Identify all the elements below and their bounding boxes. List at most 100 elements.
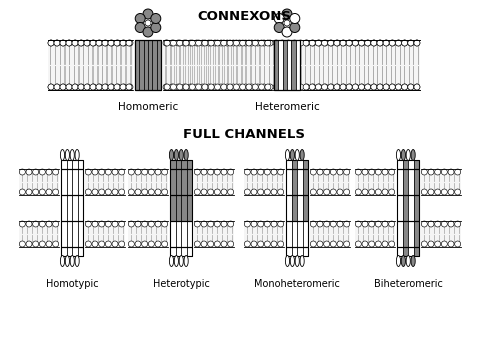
Circle shape: [285, 40, 291, 46]
Circle shape: [109, 84, 115, 90]
Ellipse shape: [75, 256, 79, 266]
Circle shape: [355, 221, 361, 227]
Circle shape: [120, 40, 126, 46]
Ellipse shape: [174, 256, 179, 266]
Circle shape: [375, 221, 381, 227]
Circle shape: [48, 40, 54, 46]
Circle shape: [85, 189, 91, 195]
Circle shape: [196, 40, 202, 46]
Circle shape: [228, 221, 234, 227]
Circle shape: [377, 40, 383, 46]
Circle shape: [212, 84, 218, 90]
Circle shape: [177, 40, 183, 46]
Circle shape: [330, 221, 336, 227]
Circle shape: [26, 169, 32, 175]
Circle shape: [128, 169, 134, 175]
Circle shape: [128, 241, 134, 247]
Bar: [61, 221, 83, 247]
Circle shape: [396, 40, 402, 46]
Circle shape: [54, 84, 60, 90]
Bar: [48, 40, 132, 90]
Ellipse shape: [174, 150, 179, 160]
Circle shape: [53, 241, 59, 247]
Circle shape: [414, 40, 420, 46]
Circle shape: [375, 169, 381, 175]
Circle shape: [273, 40, 279, 46]
Circle shape: [33, 221, 39, 227]
Ellipse shape: [295, 150, 299, 160]
Bar: [278, 40, 283, 90]
Bar: [303, 195, 308, 221]
Circle shape: [271, 169, 277, 175]
Circle shape: [334, 40, 341, 46]
Circle shape: [298, 40, 304, 46]
Circle shape: [448, 221, 454, 227]
Bar: [61, 247, 66, 256]
Circle shape: [246, 40, 252, 46]
Circle shape: [377, 40, 383, 46]
Circle shape: [155, 169, 161, 175]
Circle shape: [414, 40, 420, 46]
Bar: [66, 169, 72, 195]
Circle shape: [309, 84, 315, 90]
Circle shape: [208, 221, 214, 227]
Ellipse shape: [179, 256, 183, 266]
Bar: [128, 169, 168, 195]
Bar: [128, 221, 168, 247]
Circle shape: [121, 40, 127, 46]
Circle shape: [421, 189, 427, 195]
Circle shape: [99, 241, 104, 247]
Circle shape: [282, 27, 292, 37]
Circle shape: [135, 241, 141, 247]
Circle shape: [278, 221, 284, 227]
Bar: [403, 247, 408, 256]
Circle shape: [244, 221, 250, 227]
Circle shape: [328, 40, 334, 46]
Circle shape: [102, 84, 109, 90]
Circle shape: [271, 221, 277, 227]
Circle shape: [264, 221, 270, 227]
Bar: [170, 169, 192, 195]
Circle shape: [264, 189, 270, 195]
Circle shape: [328, 84, 334, 90]
Circle shape: [163, 40, 169, 46]
Bar: [286, 160, 308, 169]
Bar: [19, 221, 59, 247]
Bar: [140, 40, 143, 90]
Bar: [303, 160, 308, 169]
Circle shape: [105, 221, 111, 227]
Bar: [297, 221, 303, 247]
Bar: [310, 221, 350, 247]
Circle shape: [310, 40, 316, 46]
Circle shape: [322, 84, 328, 90]
Circle shape: [344, 221, 350, 227]
Circle shape: [162, 221, 168, 227]
Bar: [274, 40, 300, 90]
Ellipse shape: [396, 150, 401, 160]
Bar: [170, 221, 192, 247]
Circle shape: [303, 40, 309, 46]
Circle shape: [324, 241, 330, 247]
Circle shape: [382, 169, 388, 175]
Circle shape: [114, 40, 120, 46]
Circle shape: [243, 84, 248, 90]
Bar: [78, 169, 83, 195]
Circle shape: [341, 40, 346, 46]
Circle shape: [84, 84, 90, 90]
Ellipse shape: [290, 150, 294, 160]
Circle shape: [455, 241, 461, 247]
Circle shape: [441, 189, 447, 195]
Ellipse shape: [411, 150, 415, 160]
Circle shape: [337, 189, 343, 195]
Circle shape: [26, 221, 32, 227]
Bar: [135, 40, 161, 90]
Circle shape: [278, 241, 284, 247]
Bar: [274, 40, 278, 90]
Bar: [163, 40, 420, 90]
Circle shape: [337, 221, 343, 227]
Circle shape: [214, 169, 221, 175]
Circle shape: [435, 241, 441, 247]
Circle shape: [334, 84, 341, 90]
Bar: [181, 195, 186, 221]
Circle shape: [389, 40, 395, 46]
